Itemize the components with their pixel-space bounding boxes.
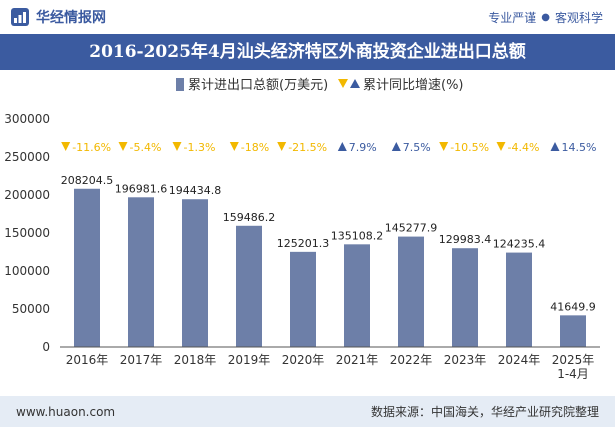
y-tick-label: 150000 [4,226,50,240]
footer: www.huaon.com 数据来源：中国海关，华经产业研究院整理 [0,396,615,427]
x-tick-label: 2021年 [336,353,379,367]
growth-down-triangle-icon [496,142,506,151]
x-tick-label: 2019年 [228,353,271,367]
footer-source: 数据来源：中国海关，华经产业研究院整理 [370,405,599,419]
x-tick-label: 2018年 [174,353,217,367]
y-tick-label: 100000 [4,264,50,278]
growth-label: -18% [241,141,269,154]
tagline: 专业严谨 ● 客观科学 [488,9,603,26]
bar-data-label: 125201.3 [277,237,330,250]
bar [74,188,100,347]
growth-down-triangle-icon [61,142,71,151]
legend-down-triangle-icon [338,79,348,88]
y-tick-label: 50000 [12,302,50,316]
growth-label: -5.4% [130,141,162,154]
bar [128,197,154,347]
bar-data-label: 41649.9 [550,300,596,313]
bar-data-label: 145277.9 [385,222,438,235]
growth-label: 7.5% [403,141,431,154]
growth-up-triangle-icon [550,142,560,151]
bar [398,236,424,347]
x-tick-label: 2023年 [444,353,487,367]
bar-data-label: 129983.4 [439,233,492,246]
bar-data-label: 194434.8 [169,184,222,197]
bar-data-label: 159486.2 [223,211,276,224]
bar [452,248,478,347]
footer-website: www.huaon.com [16,404,116,419]
chart-title: 2016-2025年4月汕头经济特区外商投资企业进出口总额 [0,34,615,70]
brand-name: 华经情报网 [36,10,106,26]
top-bar: 华经情报网 专业严谨 ● 客观科学 [0,0,615,34]
x-tick-label: 2022年 [390,353,433,367]
tagline-separator-icon: ● [541,11,550,23]
tagline-left: 专业严谨 [488,10,537,25]
growth-label: -21.5% [288,141,327,154]
tagline-right: 客观科学 [554,10,603,25]
growth-label: -1.3% [184,141,216,154]
bar [344,244,370,347]
growth-down-triangle-icon [439,142,449,151]
bar-chart: 累计进出口总额(万美元) 累计同比增速(%) -11.6% -5.4% -1.3% -1… [4,78,600,381]
growth-label: 7.9% [349,141,377,154]
bar [290,251,316,347]
y-tick-label: 250000 [4,150,50,164]
growth-label: -10.5% [450,141,489,154]
growth-label-row: -11.6% -5.4% -1.3% -18% -21.5% 7.9% 7.5% -10.5%… [61,141,596,154]
x-axis: 2016年 2017年 2018年 2019年 2020年 2021年 2022年 2023年… [60,346,600,381]
brand: 华经情报网 [10,7,106,27]
y-tick-label: 200000 [4,188,50,202]
growth-down-triangle-icon [118,142,128,151]
x-tick-label: 2020年 [282,353,325,367]
x-tick-label: 2016年 [66,353,109,367]
x-tick-label: 2017年 [120,353,163,367]
growth-label: -4.4% [508,141,540,154]
growth-up-triangle-icon [337,142,347,151]
growth-label: -11.6% [72,141,111,154]
growth-down-triangle-icon [172,142,182,151]
huajing-logo-icon [11,8,29,26]
legend-growth-label: 累计同比增速(%) [363,78,464,93]
bar-data-label: 196981.6 [115,182,168,195]
legend-up-triangle-icon [350,79,360,88]
y-tick-label: 300000 [4,112,50,126]
y-axis: 0 50000 100000 150000 200000 250000 300000 [4,112,50,354]
bar [560,315,586,347]
bar-data-label: 208204.5 [61,174,114,187]
bar-data-label: 135108.2 [331,229,384,242]
legend: 累计进出口总额(万美元) 累计同比增速(%) [176,78,464,93]
x-tick-label: 2024年 [498,353,541,367]
growth-down-triangle-icon [229,142,239,151]
x-tick-label: 2025年 1-4月 [552,353,595,381]
bar [236,225,262,347]
legend-bar-swatch [176,78,184,91]
growth-down-triangle-icon [277,142,287,151]
y-tick-label: 0 [42,340,50,354]
growth-up-triangle-icon [391,142,401,151]
bar [182,199,208,347]
growth-label: 14.5% [562,141,597,154]
bar-data-label: 124235.4 [493,238,546,251]
legend-bar-label: 累计进出口总额(万美元) [188,78,328,93]
bar [506,252,532,347]
